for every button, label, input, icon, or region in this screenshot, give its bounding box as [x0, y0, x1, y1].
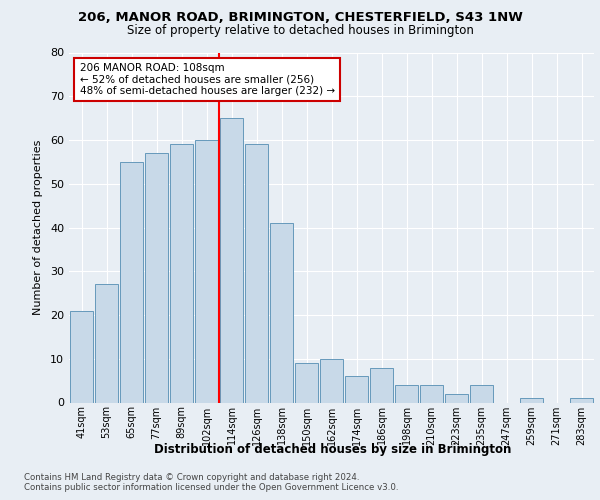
Bar	[470, 385, 493, 402]
Text: 206, MANOR ROAD, BRIMINGTON, CHESTERFIELD, S43 1NW: 206, MANOR ROAD, BRIMINGTON, CHESTERFIEL…	[77, 11, 523, 24]
Bar	[70, 310, 94, 402]
Bar	[95, 284, 118, 403]
Bar	[370, 368, 394, 402]
Bar	[194, 140, 218, 402]
Bar	[344, 376, 368, 402]
Bar	[445, 394, 469, 402]
Bar	[269, 223, 293, 402]
Bar	[295, 363, 319, 403]
Text: Contains public sector information licensed under the Open Government Licence v3: Contains public sector information licen…	[24, 484, 398, 492]
Bar	[520, 398, 544, 402]
Bar	[119, 162, 143, 402]
Text: 206 MANOR ROAD: 108sqm
← 52% of detached houses are smaller (256)
48% of semi-de: 206 MANOR ROAD: 108sqm ← 52% of detached…	[79, 63, 335, 96]
Bar	[419, 385, 443, 402]
Text: Distribution of detached houses by size in Brimington: Distribution of detached houses by size …	[154, 442, 512, 456]
Bar	[395, 385, 418, 402]
Text: Size of property relative to detached houses in Brimington: Size of property relative to detached ho…	[127, 24, 473, 37]
Bar	[220, 118, 244, 403]
Y-axis label: Number of detached properties: Number of detached properties	[33, 140, 43, 315]
Bar	[320, 359, 343, 403]
Bar	[145, 153, 169, 402]
Text: Contains HM Land Registry data © Crown copyright and database right 2024.: Contains HM Land Registry data © Crown c…	[24, 472, 359, 482]
Bar	[170, 144, 193, 402]
Bar	[245, 144, 268, 402]
Bar	[569, 398, 593, 402]
